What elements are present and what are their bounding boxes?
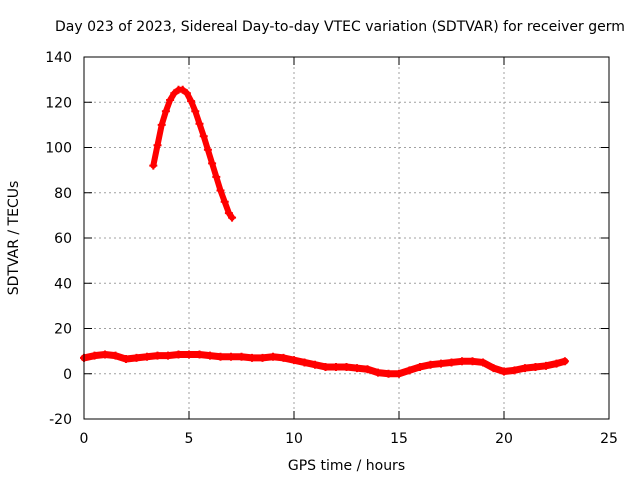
data-point (458, 357, 466, 366)
data-point (220, 197, 229, 206)
y-tick-label: 140 (45, 50, 72, 66)
data-point (90, 351, 99, 360)
x-tick-label: 25 (600, 431, 618, 447)
x-axis-label: GPS time / hours (288, 458, 405, 474)
x-tick-label: 0 (80, 431, 89, 447)
data-point (560, 357, 569, 366)
data-point (332, 362, 340, 371)
data-point (228, 213, 237, 222)
data-point (510, 366, 519, 375)
data-point (248, 353, 256, 362)
y-tick-label: 0 (63, 367, 72, 383)
data-point (212, 172, 221, 181)
data-point (203, 145, 212, 154)
data-point (216, 186, 225, 195)
data-point (206, 351, 214, 360)
data-point (153, 141, 162, 150)
axis-ticks: 0 5 10 15 20 25 -20 0 20 40 60 80 100 120 140 (45, 50, 618, 447)
data-point (447, 358, 456, 367)
data-point (170, 89, 179, 98)
data-point (143, 352, 151, 361)
chart-title: Day 023 of 2023, Sidereal Day-to-day VTE… (55, 19, 625, 35)
data-point (164, 351, 172, 360)
data-point (342, 362, 351, 371)
data-point (224, 209, 233, 218)
data-point (269, 352, 277, 361)
data-point (237, 352, 246, 361)
data-point (122, 355, 130, 364)
data-point (531, 362, 540, 371)
x-tick-label: 5 (185, 431, 194, 447)
y-tick-label: 20 (54, 322, 72, 338)
data-point (374, 368, 382, 377)
data-point (174, 350, 183, 359)
y-tick-label: 80 (54, 186, 72, 202)
data-point (405, 366, 414, 375)
y-tick-label: 120 (45, 95, 72, 111)
x-tick-label: 20 (495, 431, 513, 447)
data-point (195, 350, 204, 359)
data-point (416, 362, 424, 371)
data-point (227, 352, 235, 361)
y-tick-label: 40 (54, 276, 72, 292)
data-point (195, 119, 204, 128)
data-point (437, 359, 445, 368)
data-point (542, 361, 550, 370)
data-point (552, 359, 561, 368)
data-point (468, 357, 477, 366)
data-point (191, 107, 200, 116)
data-point (187, 97, 196, 106)
y-tick-label: 60 (54, 231, 72, 247)
y-tick-label: -20 (49, 412, 72, 428)
data-point (479, 358, 487, 367)
data-point (426, 360, 435, 369)
data-point (384, 369, 393, 378)
data-point (101, 350, 109, 359)
data-point (489, 364, 498, 373)
data-point (258, 353, 267, 362)
data-point (166, 95, 175, 104)
y-tick-label: 100 (45, 141, 72, 157)
data-series (80, 85, 569, 378)
data-point (300, 358, 309, 367)
data-point (395, 369, 403, 378)
data-point (185, 350, 193, 359)
data-point (199, 132, 208, 141)
y-axis-label: SDTVAR / TECUs (6, 181, 22, 296)
data-point (521, 364, 529, 373)
data-point (311, 360, 319, 369)
data-point (353, 364, 361, 373)
data-point (161, 107, 170, 116)
data-point (182, 89, 191, 98)
data-point (500, 367, 508, 376)
data-point (157, 120, 166, 129)
data-point (111, 351, 120, 360)
data-point (178, 85, 187, 94)
data-point (153, 351, 162, 360)
data-point (149, 161, 158, 170)
data-point (279, 353, 288, 362)
data-point (132, 353, 141, 362)
data-point (363, 365, 372, 374)
data-point (290, 356, 298, 365)
data-point (208, 159, 217, 168)
data-point (216, 352, 225, 361)
x-tick-label: 10 (285, 431, 303, 447)
data-point (321, 362, 330, 371)
x-tick-label: 15 (390, 431, 408, 447)
